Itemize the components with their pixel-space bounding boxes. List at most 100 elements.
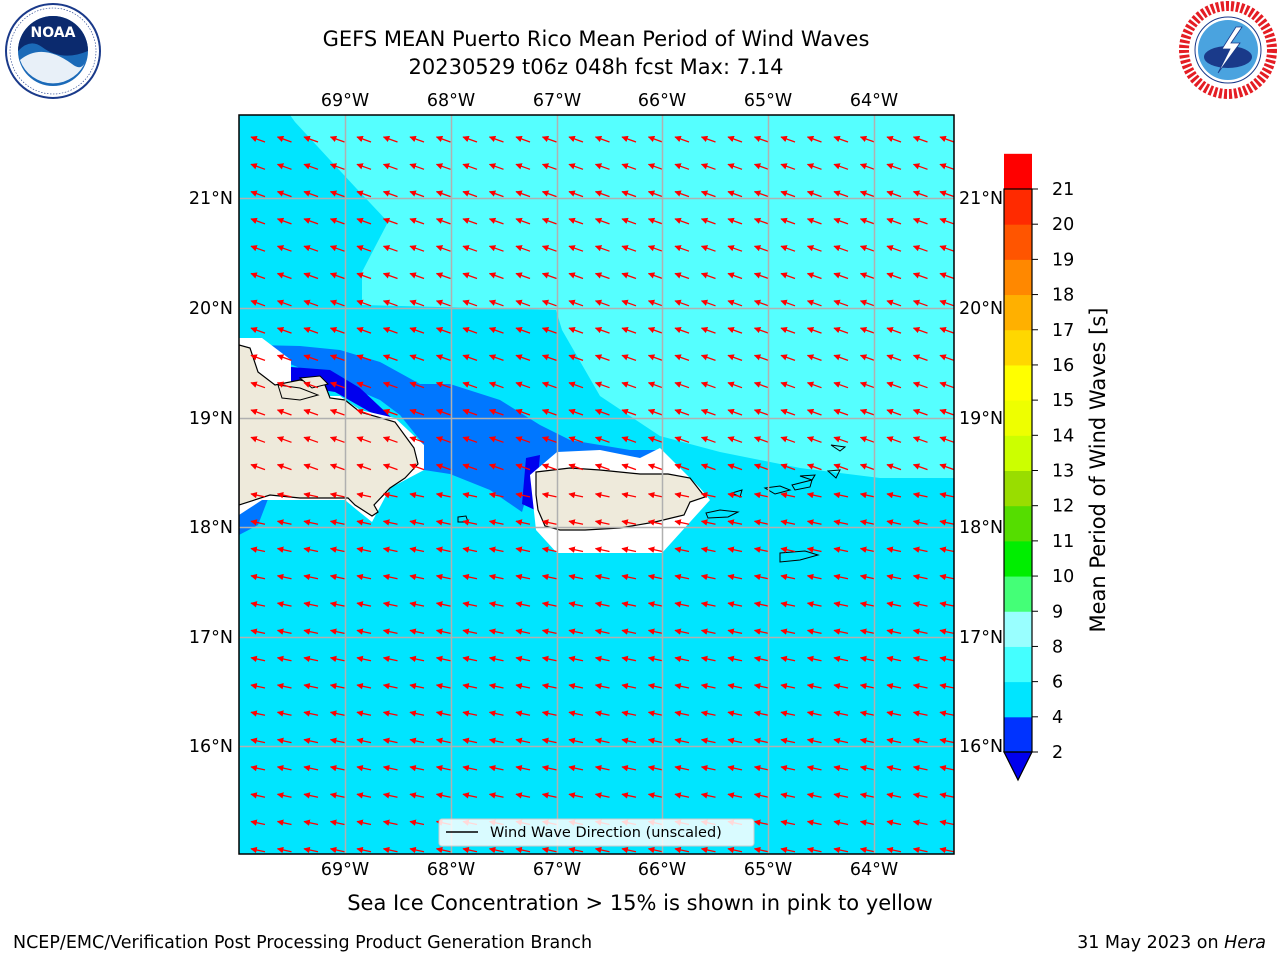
- nws-logo: [1179, 1, 1277, 99]
- wave-direction-arrow: [886, 737, 902, 745]
- wave-direction-arrow: [356, 710, 372, 717]
- wave-direction-arrow: [939, 683, 954, 690]
- wave-direction-arrow: [382, 217, 398, 225]
- wave-direction-arrow: [488, 846, 504, 854]
- wave-direction-arrow: [727, 463, 743, 471]
- wave-direction-arrow: [727, 573, 743, 581]
- wave-direction-arrow: [886, 190, 902, 198]
- wave-direction-arrow: [435, 327, 451, 334]
- wave-direction-arrow: [912, 245, 928, 252]
- wave-direction-arrow: [939, 846, 954, 854]
- lon-label-top: 65°W: [744, 91, 792, 111]
- wave-direction-arrow: [462, 601, 478, 608]
- wave-direction-arrow: [647, 628, 663, 635]
- wave-direction-arrow: [541, 737, 557, 745]
- wave-direction-arrow: [647, 463, 663, 471]
- wave-direction-arrow: [700, 737, 716, 745]
- wave-direction-arrow: [727, 655, 743, 663]
- wave-direction-arrow: [753, 463, 769, 471]
- wave-direction-arrow: [780, 792, 796, 799]
- wave-direction-arrow: [382, 491, 398, 499]
- wave-direction-arrow: [939, 272, 954, 280]
- wave-direction-arrow: [886, 408, 902, 416]
- colorbar-cell: [1004, 189, 1032, 225]
- wave-direction-arrow: [647, 163, 663, 170]
- wave-direction-arrow: [515, 573, 531, 581]
- wave-direction-arrow: [329, 272, 345, 280]
- wave-direction-arrow: [303, 381, 319, 389]
- wave-direction-arrow: [647, 408, 663, 416]
- wave-direction-arrow: [515, 163, 531, 170]
- colorbar-tick-label: 20: [1052, 215, 1074, 235]
- wave-direction-arrow: [939, 792, 954, 799]
- wave-direction-arrow: [356, 573, 372, 581]
- wave-direction-arrow: [462, 655, 478, 663]
- wave-direction-arrow: [621, 163, 637, 170]
- wave-direction-arrow: [276, 491, 292, 499]
- wave-direction-arrow: [382, 463, 398, 471]
- wave-direction-arrow: [912, 381, 928, 389]
- colorbar-cell: [1004, 224, 1032, 260]
- wave-direction-arrow: [356, 546, 372, 553]
- wave-direction-arrow: [568, 573, 584, 581]
- wave-direction-arrow: [594, 683, 610, 690]
- wave-direction-arrow: [700, 299, 716, 307]
- wave-direction-arrow: [727, 381, 743, 389]
- wave-direction-arrow: [886, 245, 902, 252]
- wave-direction-arrow: [859, 764, 875, 772]
- wave-direction-arrow: [753, 683, 769, 690]
- wave-direction-arrow: [356, 217, 372, 225]
- wave-direction-arrow: [276, 819, 292, 826]
- wave-direction-arrow: [568, 601, 584, 608]
- footer-branch: NCEP/EMC/Verification Post Processing Pr…: [13, 933, 593, 953]
- wave-direction-arrow: [621, 601, 637, 608]
- wave-direction-arrow: [833, 354, 849, 362]
- wave-direction-arrow: [727, 163, 743, 170]
- wave-direction-arrow: [568, 764, 584, 772]
- wave-direction-arrow: [409, 245, 425, 252]
- wave-direction-arrow: [515, 710, 531, 717]
- wave-direction-arrow: [462, 683, 478, 690]
- wave-direction-arrow: [674, 764, 690, 772]
- wave-direction-arrow: [409, 163, 425, 170]
- wave-direction-arrow: [912, 135, 928, 143]
- wave-direction-arrow: [833, 710, 849, 717]
- wave-direction-arrow: [276, 272, 292, 280]
- wave-direction-arrow: [700, 491, 716, 499]
- wave-direction-arrow: [674, 217, 690, 225]
- wave-direction-arrow: [462, 764, 478, 772]
- wave-direction-arrow: [700, 408, 716, 416]
- wave-direction-arrow: [488, 519, 504, 526]
- wave-direction-arrow: [912, 710, 928, 717]
- wave-direction-arrow: [462, 436, 478, 443]
- wave-direction-arrow: [647, 683, 663, 690]
- wave-direction-arrow: [806, 381, 822, 389]
- wave-direction-arrow: [594, 546, 610, 553]
- wave-direction-arrow: [594, 628, 610, 635]
- wave-direction-arrow: [409, 792, 425, 799]
- wave-direction-arrow: [276, 683, 292, 690]
- wave-direction-arrow: [409, 299, 425, 307]
- wave-direction-arrow: [700, 135, 716, 143]
- wave-direction-arrow: [303, 628, 319, 635]
- wave-direction-arrow: [912, 573, 928, 581]
- wave-direction-arrow: [621, 737, 637, 745]
- wave-direction-arrow: [806, 519, 822, 526]
- lat-label-left: 16°N: [189, 737, 233, 757]
- wave-direction-arrow: [833, 135, 849, 143]
- wave-direction-arrow: [886, 573, 902, 581]
- wave-direction-arrow: [488, 601, 504, 608]
- wave-direction-arrow: [568, 381, 584, 389]
- wave-direction-arrow: [806, 327, 822, 334]
- wave-direction-arrow: [541, 135, 557, 143]
- wave-direction-arrow: [435, 792, 451, 799]
- wave-direction-arrow: [594, 163, 610, 170]
- wave-direction-arrow: [303, 764, 319, 772]
- wave-direction-arrow: [488, 135, 504, 143]
- wave-direction-arrow: [382, 655, 398, 663]
- wave-direction-arrow: [886, 655, 902, 663]
- wave-direction-arrow: [541, 546, 557, 553]
- colorbar-tick-label: 8: [1052, 637, 1063, 657]
- wave-direction-arrow: [356, 819, 372, 826]
- wave-direction-arrow: [541, 354, 557, 362]
